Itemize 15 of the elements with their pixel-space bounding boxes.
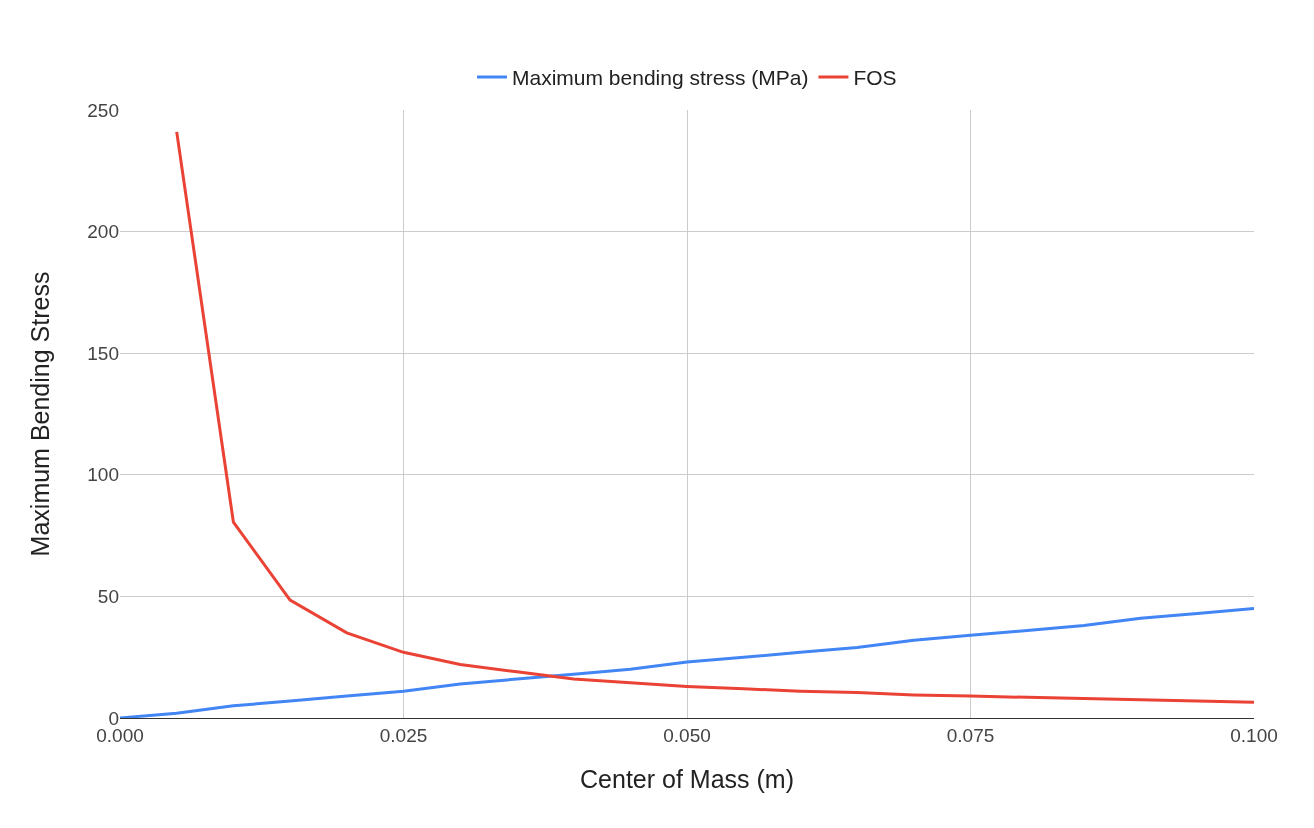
line-series — [120, 607, 1254, 718]
legend-label: Maximum bending stress (MPa) — [512, 66, 809, 90]
x-tick-label: 0.100 — [1230, 724, 1278, 746]
y-axis-title: Maximum Bending Stress — [26, 271, 55, 557]
line-series — [175, 130, 1254, 704]
y-tick-label: 50 — [97, 586, 119, 608]
x-tick-label: 0.075 — [946, 724, 995, 746]
y-tick-label: 200 — [87, 221, 119, 243]
x-axis-title: Center of Mass (m) — [580, 764, 794, 793]
x-tick-label: 0.050 — [663, 724, 711, 746]
y-tick-label: 250 — [87, 99, 119, 121]
y-tick-label: 100 — [87, 464, 119, 486]
x-tick-label: 0.025 — [379, 724, 428, 746]
y-tick-label: 150 — [87, 342, 119, 364]
legend-label: FOS — [853, 66, 897, 90]
